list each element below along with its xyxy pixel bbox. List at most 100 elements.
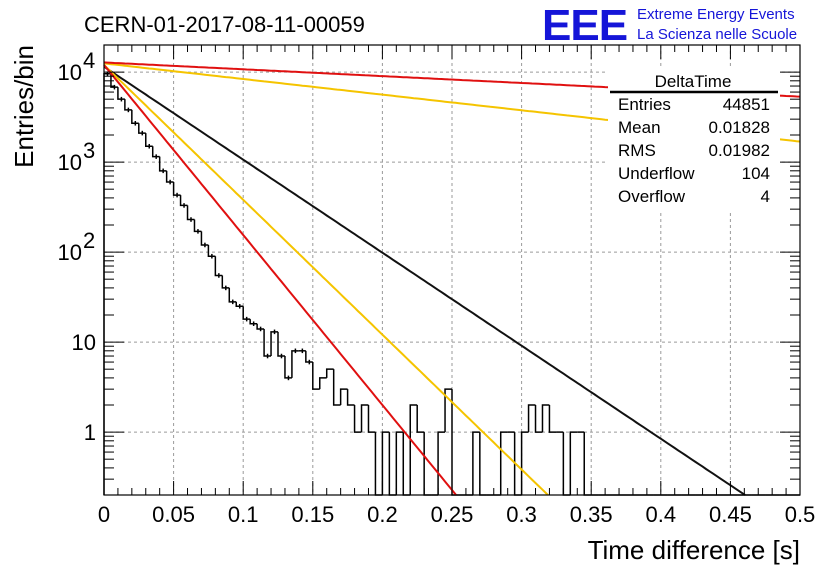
histogram-bin: [499, 431, 508, 495]
histogram-bin: [305, 350, 313, 363]
histogram-bin: [263, 328, 272, 357]
histogram-bin: [395, 431, 404, 495]
histogram-bin: [214, 256, 223, 277]
stats-box: DeltaTime Entries 44851 Mean 0.01828 RMS…: [608, 66, 780, 212]
histogram-bin: [479, 432, 487, 496]
histogram-bin: [534, 405, 543, 433]
histogram-bin: [367, 405, 376, 433]
run-title: CERN-01-2017-08-11-00059: [84, 12, 365, 37]
histogram-bin: [339, 388, 348, 405]
histogram-bin: [332, 369, 341, 406]
stats-label-entries: Entries: [618, 95, 671, 114]
histogram-bin: [353, 405, 362, 433]
histogram-bin: [472, 431, 480, 495]
stats-value-overflow: 4: [761, 187, 770, 206]
y-tick-label: 10: [58, 240, 82, 265]
histogram-bin: [221, 275, 230, 289]
x-tick-label: 0.5: [785, 502, 816, 527]
y-tick-label: 10: [58, 150, 82, 175]
y-axis-title: Entries/bin: [9, 45, 39, 168]
logo-line-1: Extreme Energy Events: [637, 6, 795, 23]
y-tick-label: 10: [72, 330, 96, 355]
stats-value-underflow: 104: [742, 164, 770, 183]
x-tick-label: 0.35: [570, 502, 613, 527]
histogram-bin: [145, 133, 153, 147]
y-tick-label: 1: [84, 420, 96, 445]
logo-wordmark: EEE: [542, 1, 627, 50]
histogram-bin: [583, 432, 592, 496]
histogram-bin: [416, 405, 425, 433]
histogram-bin: [131, 109, 139, 125]
histogram-bin: [284, 356, 292, 379]
histogram-bin: [541, 404, 550, 433]
axis-ticks: 0 0.05 0.1 0.15 0.2 0.25 0.3 0.35 0.4 0.45 0.5 1 10 1…: [58, 45, 816, 527]
stats-value-rms: 0.01982: [709, 141, 770, 160]
y-tick-label: 10: [58, 60, 82, 85]
histogram-bin: [165, 170, 174, 183]
histogram-bin: [325, 368, 334, 378]
histogram-bin: [360, 404, 369, 433]
x-tick-label: 0: [98, 502, 110, 527]
histogram-bin: [117, 87, 125, 100]
histogram-bin: [172, 182, 181, 196]
histogram-bin: [158, 156, 167, 172]
stats-label-underflow: Underflow: [618, 164, 695, 183]
y-tick-exponent: 2: [83, 228, 95, 253]
histogram-bin: [207, 244, 216, 257]
histogram-bin: [437, 431, 446, 495]
histogram-bin: [179, 195, 188, 207]
stats-value-entries: 44851: [723, 95, 770, 114]
histogram-bin: [562, 432, 571, 496]
exponential-fit-curve: [103, 64, 457, 496]
histogram-bin: [138, 123, 146, 134]
histogram-bin: [256, 323, 265, 330]
histogram-bin: [569, 431, 578, 495]
histogram-bin: [228, 287, 237, 303]
x-tick-label: 0.4: [646, 502, 677, 527]
histogram-bin: [444, 388, 452, 433]
histogram-bin: [346, 389, 355, 406]
eee-logo: EEE Extreme Energy Events La Scienza nel…: [542, 1, 797, 50]
y-tick-exponent: 3: [83, 138, 95, 163]
histogram-bin: [520, 431, 529, 495]
histogram-bin: [186, 205, 195, 221]
x-tick-label: 0.3: [506, 502, 537, 527]
histogram-bin: [409, 404, 418, 495]
stats-value-mean: 0.01828: [709, 118, 770, 137]
grid: [104, 45, 800, 495]
x-tick-label: 0.05: [152, 502, 195, 527]
histogram-bin: [548, 405, 557, 433]
histogram-bin: [193, 219, 202, 233]
histogram-bin: [151, 146, 160, 158]
x-tick-label: 0.1: [228, 502, 259, 527]
stats-label-overflow: Overflow: [618, 187, 686, 206]
histogram-bin: [527, 404, 536, 433]
x-tick-label: 0.25: [431, 502, 474, 527]
x-axis-title: Time difference [s]: [588, 535, 800, 565]
histogram-bin: [291, 350, 299, 378]
histogram-bin: [374, 432, 383, 496]
histogram-bin: [402, 432, 411, 496]
histogram-bin: [242, 306, 251, 320]
histogram-bin: [110, 73, 118, 88]
histogram-bin: [388, 432, 397, 496]
exponential-fit-curve: [103, 65, 746, 496]
histogram-bin: [381, 431, 390, 495]
histogram-bin: [319, 377, 327, 390]
histogram-bin: [312, 362, 320, 390]
x-tick-label: 0.15: [291, 502, 334, 527]
stats-box-bg: [608, 66, 780, 212]
logo-line-2: La Scienza nelle Scuole: [637, 26, 797, 43]
stats-label-mean: Mean: [618, 118, 661, 137]
stats-label-rms: RMS: [618, 141, 656, 160]
histogram-bin: [235, 301, 244, 308]
histogram-bin: [124, 99, 132, 111]
histogram-bin: [270, 331, 278, 357]
exponential-fit-curve: [103, 64, 549, 496]
y-tick-exponent: 4: [83, 48, 95, 73]
histogram-bin: [249, 319, 258, 325]
x-tick-label: 0.2: [367, 502, 398, 527]
histogram-bin: [277, 331, 285, 357]
x-tick-label: 0.45: [709, 502, 752, 527]
